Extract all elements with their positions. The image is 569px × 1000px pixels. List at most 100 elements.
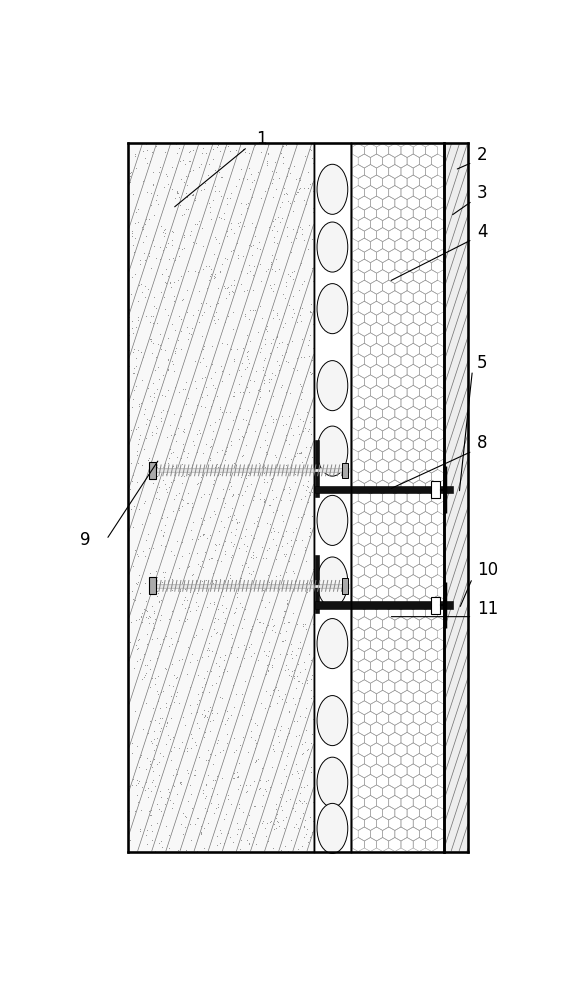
Point [129, 391, 138, 407]
Point [149, 408, 158, 424]
Point [271, 679, 281, 695]
Point [187, 320, 196, 336]
Point [204, 640, 213, 656]
Point [304, 337, 313, 353]
Point [261, 331, 270, 347]
Point [133, 632, 142, 648]
Point [149, 540, 158, 556]
Point [304, 241, 313, 257]
Point [199, 527, 208, 543]
Point [171, 322, 180, 338]
Point [184, 640, 193, 656]
Point [196, 825, 205, 841]
Point [130, 365, 139, 381]
Point [197, 307, 207, 323]
Point [203, 280, 212, 296]
Point [155, 723, 164, 739]
Point [270, 234, 279, 250]
Point [205, 713, 215, 729]
Point [244, 559, 253, 575]
Point [242, 783, 251, 799]
Point [205, 439, 215, 455]
Point [170, 288, 179, 304]
Point [178, 475, 187, 491]
Point [211, 269, 220, 285]
Point [300, 539, 310, 555]
Point [145, 450, 154, 466]
Point [155, 491, 164, 507]
Point [212, 139, 221, 155]
Point [134, 277, 143, 293]
Point [147, 823, 156, 839]
Point [151, 843, 160, 859]
Point [229, 507, 238, 523]
Point [251, 715, 260, 731]
Point [270, 229, 279, 245]
Point [251, 549, 261, 565]
Point [280, 546, 289, 562]
Point [295, 219, 304, 235]
Point [295, 180, 304, 196]
Point [273, 682, 282, 698]
Point [262, 619, 271, 635]
Point [131, 350, 141, 366]
Point [179, 381, 188, 397]
Point [208, 476, 217, 492]
Point [250, 219, 259, 235]
Point [188, 162, 197, 178]
Point [193, 475, 203, 491]
Point [284, 485, 294, 501]
Point [290, 819, 299, 835]
Point [262, 424, 271, 440]
Point [278, 507, 287, 523]
Point [216, 466, 225, 482]
Point [235, 796, 244, 812]
Point [250, 137, 259, 153]
Point [162, 577, 171, 593]
Point [195, 422, 204, 438]
Point [292, 314, 301, 330]
Point [224, 481, 233, 497]
Point [134, 759, 143, 775]
Point [126, 165, 135, 181]
Point [282, 564, 291, 580]
Point [139, 406, 149, 422]
Point [226, 570, 235, 586]
Point [124, 778, 133, 794]
Point [255, 383, 265, 399]
Point [167, 237, 176, 253]
Point [155, 593, 164, 609]
Point [146, 314, 155, 330]
Point [210, 805, 219, 821]
Point [215, 536, 224, 552]
Point [230, 225, 239, 241]
Point [296, 257, 305, 273]
Point [266, 345, 275, 361]
Point [291, 728, 300, 744]
Point [173, 533, 182, 549]
Point [213, 459, 222, 475]
Point [260, 494, 269, 510]
Point [183, 765, 192, 781]
Point [281, 603, 290, 619]
Point [260, 700, 269, 716]
Point [177, 776, 186, 792]
Point [247, 247, 256, 263]
Point [307, 480, 316, 496]
Point [173, 449, 182, 465]
Point [162, 736, 171, 752]
Point [137, 344, 146, 360]
Point [141, 657, 150, 673]
Point [167, 565, 176, 581]
Point [262, 657, 271, 673]
Point [242, 265, 251, 281]
Point [262, 444, 271, 460]
Point [131, 204, 141, 220]
Text: 1: 1 [256, 130, 267, 148]
Point [170, 491, 179, 507]
Point [226, 433, 236, 449]
Point [178, 826, 187, 842]
Point [178, 292, 187, 308]
Point [226, 478, 236, 494]
Point [245, 145, 254, 161]
